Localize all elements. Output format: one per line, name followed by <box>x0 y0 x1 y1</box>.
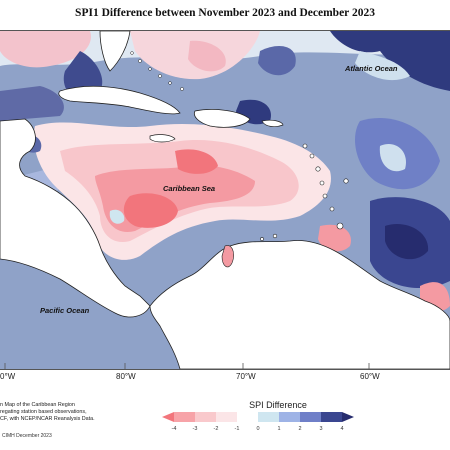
label-atlantic-ocean: Atlantic Ocean <box>344 64 398 73</box>
lon-ticks <box>4 363 370 369</box>
pink-zone-trinidad <box>318 224 351 252</box>
lake-maracaibo <box>221 245 234 268</box>
legend-cell <box>321 412 342 422</box>
blue-zone-gulf <box>0 86 64 121</box>
land-lesser-antilles <box>260 143 349 241</box>
lon-label-90w: 0°W <box>0 372 16 381</box>
credit-text: n Map of the Caribbean Region regating s… <box>0 402 120 422</box>
legend-title: SPI Difference <box>249 400 307 410</box>
land-puerto-rico <box>261 119 284 127</box>
pale-zone-east <box>379 143 406 172</box>
pink-zone-nw <box>0 31 91 68</box>
land-florida <box>99 31 131 72</box>
land-jamaica <box>149 134 176 143</box>
legend-arrow-high <box>342 412 354 422</box>
label-pacific-ocean: Pacific Ocean <box>40 306 90 315</box>
legend-cell <box>216 412 237 422</box>
pink-zone-north-core <box>188 40 226 72</box>
legend-cell <box>174 412 195 422</box>
credit-line-3: CF, with NCEP/NCAR Reanalysis Data. <box>0 415 95 422</box>
legend-cell <box>195 412 216 422</box>
legend-cell <box>279 412 300 422</box>
legend-arrow-low <box>162 412 174 422</box>
red-core-west <box>123 193 178 228</box>
land-cuba <box>58 85 181 115</box>
copyright-text: CIMH December 2023 <box>2 433 52 439</box>
legend-tick-label: 3 <box>319 426 322 432</box>
legend-tick-label: -4 <box>172 426 177 432</box>
legend-tick-label: 0 <box>256 426 259 432</box>
credit-line-2: regating station based observations, <box>0 408 87 415</box>
label-caribbean-sea: Caribbean Sea <box>163 184 215 193</box>
legend-tick-label: 4 <box>340 426 343 432</box>
spi-difference-map: Atlantic Ocean Caribbean Sea Pacific Oce… <box>0 30 450 370</box>
navy-core-se <box>385 223 429 260</box>
legend-tick-label: -2 <box>214 426 219 432</box>
blue-zone-north <box>258 46 296 76</box>
legend-tick-label: -1 <box>235 426 240 432</box>
credit-line-1: n Map of the Caribbean Region <box>0 402 75 408</box>
pale-zone-nicaragua <box>109 209 125 224</box>
land-central-america <box>0 118 151 318</box>
legend-tick-label: 2 <box>298 426 301 432</box>
land-south-america <box>149 240 450 369</box>
pale-zone-ne <box>355 51 410 81</box>
red-core-north <box>175 149 218 174</box>
legend-tick-label: -3 <box>193 426 198 432</box>
legend-cell <box>258 412 279 422</box>
lon-label-70w: 70°W <box>236 372 256 381</box>
map-title: SPI1 Difference between November 2023 an… <box>75 7 375 19</box>
lon-label-80w: 80°W <box>116 372 136 381</box>
legend-cell <box>237 412 258 422</box>
legend-colorbar: -4 -3 -2 -1 0 1 2 3 4 <box>162 412 354 432</box>
legend-tick-label: 1 <box>277 426 280 432</box>
land-hispaniola <box>193 109 251 128</box>
legend-cell <box>300 412 321 422</box>
land-bahamas <box>130 51 184 91</box>
lon-label-60w: 60°W <box>360 372 380 381</box>
